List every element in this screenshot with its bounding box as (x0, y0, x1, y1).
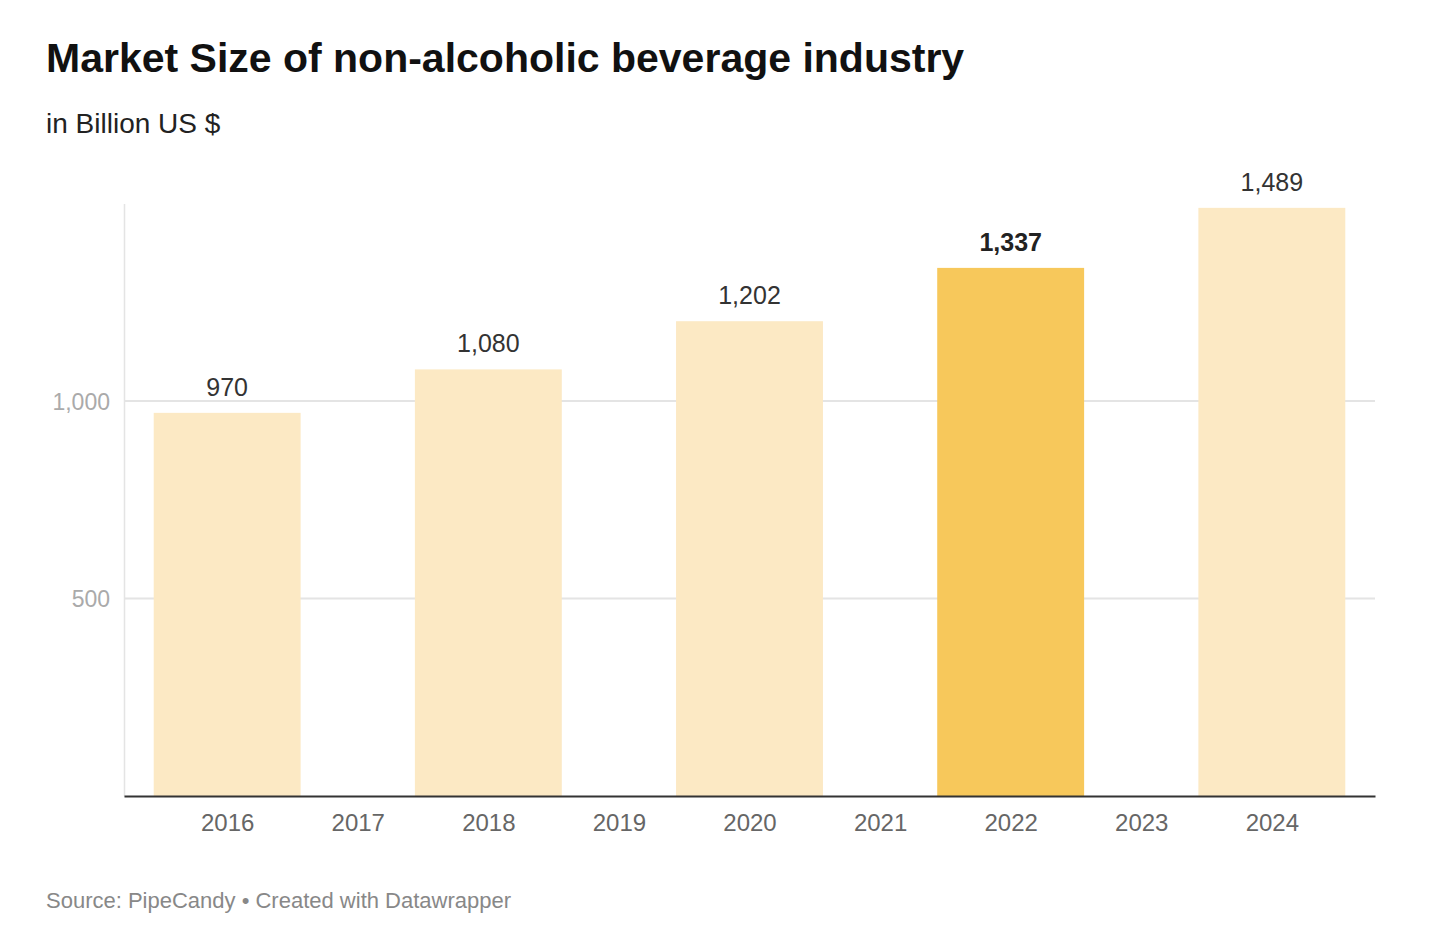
x-tick: 2023 (1115, 796, 1168, 836)
x-tick-label: 2024 (1246, 809, 1299, 836)
source: Source: PipeCandy • Created with Datawra… (46, 888, 511, 913)
x-tick-label: 2021 (854, 809, 907, 836)
y-tick: 1,000 (52, 389, 124, 415)
x-tick-label: 2019 (593, 809, 646, 836)
x-tick: 2019 (593, 796, 646, 836)
x-tick-label: 2017 (332, 809, 385, 836)
x-tick-label: 2020 (723, 809, 776, 836)
x-tick: 2020 (723, 796, 776, 836)
x-tick: 2018 (462, 796, 515, 836)
data-label: 970 (206, 373, 248, 401)
bar (937, 268, 1084, 796)
subtitle: in Billion US $ (46, 108, 221, 139)
y-axis: 500 1,000 (52, 204, 124, 797)
y-tick-label: 500 (72, 586, 110, 612)
data-label: 1,337 (979, 228, 1042, 256)
x-tick: 2022 (984, 796, 1037, 836)
data-labels: 970 1,080 1,202 1,337 1,489 (206, 168, 1303, 401)
data-label: 1,080 (457, 329, 520, 357)
bar (154, 413, 301, 796)
x-tick: 2017 (332, 796, 385, 836)
y-tick: 500 (72, 586, 124, 612)
y-axis-line (124, 204, 126, 797)
data-label: 1,202 (718, 281, 781, 309)
bar (1198, 208, 1345, 796)
chart: Market Size of non-alcoholic beverage in… (0, 0, 1440, 934)
bar (676, 321, 823, 796)
x-tick: 2021 (854, 796, 907, 836)
x-tick-label: 2018 (462, 809, 515, 836)
bars (154, 208, 1346, 796)
x-axis-line (125, 796, 1376, 798)
x-tick: 2024 (1246, 796, 1299, 836)
title: Market Size of non-alcoholic beverage in… (46, 35, 964, 81)
x-tick-label: 2022 (984, 809, 1037, 836)
x-axis: 2016 2017 2018 2019 2020 2021 2022 2023 2024 (125, 796, 1376, 836)
x-tick-label: 2023 (1115, 809, 1168, 836)
data-label: 1,489 (1241, 168, 1304, 196)
x-tick-label: 2016 (201, 809, 254, 836)
y-tick-label: 1,000 (52, 389, 110, 415)
x-tick: 2016 (201, 796, 254, 836)
bar (415, 369, 562, 796)
